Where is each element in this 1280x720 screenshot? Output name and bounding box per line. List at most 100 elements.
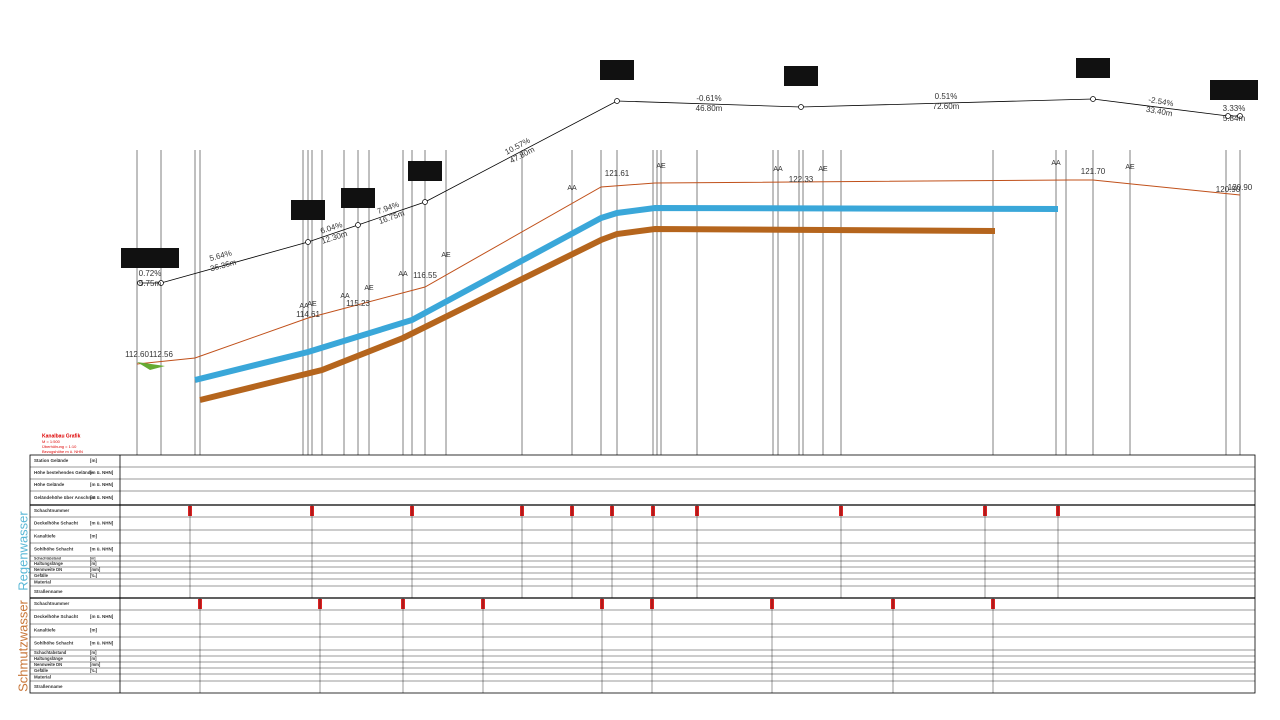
row-label: Material	[34, 675, 51, 680]
row-label: Nennweite DN	[34, 567, 62, 572]
marker-label: AA	[398, 271, 408, 278]
row-label: Haltungslänge	[34, 561, 64, 566]
marker-label: AA	[773, 166, 783, 173]
elevation-label: 116.55	[413, 271, 437, 280]
row-label: Schachtnummer	[34, 508, 70, 513]
row-unit: [m ü. NHN]	[90, 482, 114, 487]
row-label: Sohlhöhe Schacht	[34, 547, 74, 552]
terrain-point	[305, 239, 311, 245]
row-unit: [m ü. NHN]	[90, 614, 114, 619]
rain-pipe	[194, 204, 1059, 383]
row-unit: [m ü. NHN]	[90, 521, 114, 526]
station-label-box	[341, 188, 375, 208]
station-label-box	[1210, 80, 1258, 100]
row-label: Material	[34, 580, 51, 585]
slope-grade: 0.72%	[139, 269, 162, 278]
table-border	[29, 454, 1256, 694]
marker-label: AE	[1125, 164, 1135, 171]
station-label-box	[291, 200, 325, 220]
row-label: Schachtabstand	[34, 556, 61, 560]
slope-grade: 0.51%	[935, 92, 958, 101]
elevation-label: 112.56	[149, 350, 173, 359]
legend-line: M = 1:500	[42, 439, 61, 444]
legend-title: Kanalbau Grafik	[42, 433, 81, 439]
row-label: Schachtnummer	[34, 601, 70, 606]
row-label: Sohlhöhe Schacht	[34, 641, 74, 646]
row-label: Deckelhöhe Schacht	[34, 521, 79, 526]
row-unit: [m ü. NHN]	[90, 547, 114, 552]
slope-length: 72.60m	[933, 102, 960, 111]
legend-line: Überhöhung = 1:10	[42, 444, 77, 449]
station-label-box	[1076, 58, 1110, 78]
slope-grade: -2.54%	[1148, 95, 1175, 108]
elevation-label: 115.23	[346, 299, 370, 308]
slope-grade: -0.61%	[696, 94, 721, 103]
row-unit: [‰]	[90, 573, 98, 578]
row-label: Gefälle	[34, 573, 49, 578]
table-frame	[29, 454, 1256, 694]
marker-label: AA	[567, 185, 577, 192]
row-label: Straßenname	[34, 589, 63, 594]
terrain-line	[140, 98, 1240, 284]
row-label: Höhe bestehendes Gelände	[34, 470, 94, 475]
row-unit: [‰]	[90, 668, 98, 673]
row-label: Straßenname	[34, 684, 63, 689]
elevation-label: 121.61	[605, 169, 630, 178]
row-unit: [mm]	[90, 567, 101, 572]
row-unit: [m ü. NHN]	[90, 470, 114, 475]
station-label-box	[600, 60, 634, 80]
station-label-box	[408, 161, 442, 181]
slope-grade: 3.33%	[1223, 104, 1246, 113]
row-unit: [m]	[90, 556, 95, 560]
row-label: Schachtabstand	[34, 650, 67, 655]
marker-label: AA	[299, 303, 309, 310]
station-label-box	[121, 248, 179, 268]
row-unit: [m]	[90, 458, 97, 463]
row-unit: [m]	[90, 656, 97, 661]
elevation-label: 122.33	[789, 175, 814, 184]
terrain-point	[1090, 96, 1096, 102]
row-label: Nennweite DN	[34, 662, 62, 667]
ground-hatch	[137, 362, 165, 370]
row-unit: [m]	[90, 561, 97, 566]
section-label: Regenwasser	[15, 511, 30, 591]
terrain-point	[422, 199, 428, 205]
row-unit: [m]	[90, 534, 97, 539]
terrain-point	[1225, 113, 1231, 119]
marker-label: AA	[1051, 160, 1061, 167]
row-label: Deckelhöhe Schacht	[34, 614, 79, 619]
marker-label: AE	[441, 252, 451, 259]
legend-line: Bezugshöhe m ü. NHN	[42, 449, 83, 454]
terrain-point	[355, 222, 361, 228]
elevation-label: 120.90	[1216, 185, 1241, 194]
row-unit: [m]	[90, 650, 97, 655]
marker-label: AE	[364, 285, 374, 292]
terrain-point	[1237, 113, 1243, 119]
row-label: Geländehöhe über Anschnitt	[34, 495, 96, 500]
row-label: Kanaltiefe	[34, 628, 56, 633]
row-label: Haltungslänge	[34, 656, 64, 661]
row-unit: [mm]	[90, 662, 101, 667]
section-label: Schmutzwasser	[15, 599, 30, 691]
slope-length: 5.84m	[1223, 114, 1246, 123]
slope-length: 5.75m	[139, 279, 162, 288]
slope-length: 46.80m	[696, 104, 723, 113]
marker-label: AE	[818, 166, 828, 173]
terrain-point	[158, 280, 164, 286]
row-label: Station Gelände	[34, 458, 69, 463]
terrain-point	[798, 104, 804, 110]
elevation-label: 114.61	[296, 310, 320, 319]
terrain-point	[137, 280, 143, 286]
row-label: Höhe Gelände	[34, 482, 65, 487]
marker-label: AE	[307, 301, 317, 308]
terrain-point	[614, 98, 620, 104]
station-label-box	[784, 66, 818, 86]
elevation-label: 112.60	[125, 350, 149, 359]
ground-line	[136, 179, 1241, 365]
row-unit: [m]	[90, 628, 97, 633]
sewer-pipe	[199, 225, 996, 403]
row-unit: [m ü. NHN]	[90, 641, 114, 646]
marker-label: AE	[656, 163, 666, 170]
elevation-label: 121.70	[1081, 167, 1106, 176]
